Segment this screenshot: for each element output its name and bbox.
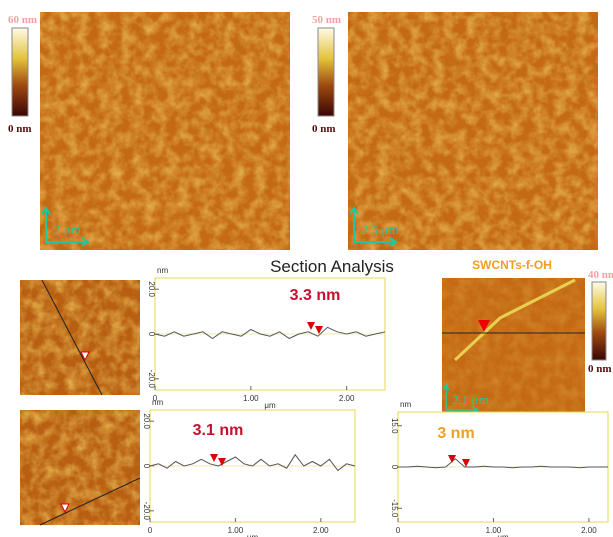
profile-line [154, 326, 386, 340]
cursor-marker [315, 326, 323, 334]
colorbar [591, 281, 607, 361]
y-axis-label: nm [157, 266, 168, 275]
scale-min: 0 nm [8, 123, 32, 135]
y-axis-label: nm [400, 400, 411, 409]
y-axis-label: nm [152, 398, 163, 407]
x-tick-label: 0 [153, 394, 158, 403]
x-axis-label: μm [247, 533, 259, 537]
x-tick-label: 1.00 [486, 526, 502, 535]
scale-max: 40 nm [588, 269, 613, 281]
scale-min: 0 nm [588, 363, 612, 375]
y-tick-label: -20.0 [142, 502, 151, 521]
inset-image [442, 278, 585, 413]
x-tick-label: 0 [396, 526, 401, 535]
inset-title: SWCNTs-f-OH [472, 258, 552, 272]
afm-image-1 [40, 12, 290, 250]
colorbar [11, 27, 29, 117]
y-tick-label: 20.0 [142, 413, 151, 429]
x-tick-label: 2.00 [339, 394, 355, 403]
scale-bar-label: 2.5 μm [362, 222, 399, 237]
x-tick-label: 2.00 [581, 526, 597, 535]
profile-line [149, 453, 356, 472]
x-axis-label: μm [497, 533, 509, 537]
colorbar [317, 27, 335, 117]
scale-max: 50 nm [312, 14, 341, 26]
annotation: 3.3 nm [290, 287, 341, 304]
annotation: 3 nm [437, 425, 474, 442]
scale-arrows [41, 206, 90, 247]
cursor-marker [462, 459, 470, 467]
annotation: 3.1 nm [193, 422, 244, 439]
y-tick-label: 0 [390, 465, 399, 470]
afm-image-2 [348, 12, 598, 250]
scale-arrows [349, 206, 398, 247]
x-tick-label: 0 [148, 526, 153, 535]
x-tick-label: 1.00 [228, 526, 244, 535]
cursor-marker [218, 458, 226, 466]
scale-max: 60 nm [8, 14, 37, 26]
x-tick-label: 2.00 [313, 526, 329, 535]
section-image-2 [20, 410, 141, 526]
y-tick-label: -20.0 [147, 370, 156, 389]
y-tick-label: 15.0 [390, 418, 399, 434]
cursor-marker [448, 455, 456, 463]
profile-line [398, 458, 608, 469]
y-tick-label: -15.0 [390, 499, 399, 518]
cursor-marker [307, 322, 315, 330]
y-tick-label: 0 [147, 332, 156, 337]
y-tick-label: 0 [142, 464, 151, 469]
scale-min: 0 nm [312, 123, 336, 135]
scale-bar-label: 2.1 μm [452, 392, 489, 407]
x-axis-label: μm [264, 401, 276, 410]
scale-bar-label: 2 μm [54, 222, 81, 237]
section-image-1 [20, 279, 140, 396]
cursor-marker [210, 454, 218, 462]
x-tick-label: 1.00 [243, 394, 259, 403]
y-tick-label: 20.0 [147, 281, 156, 297]
section-title: Section Analysis [270, 257, 394, 276]
